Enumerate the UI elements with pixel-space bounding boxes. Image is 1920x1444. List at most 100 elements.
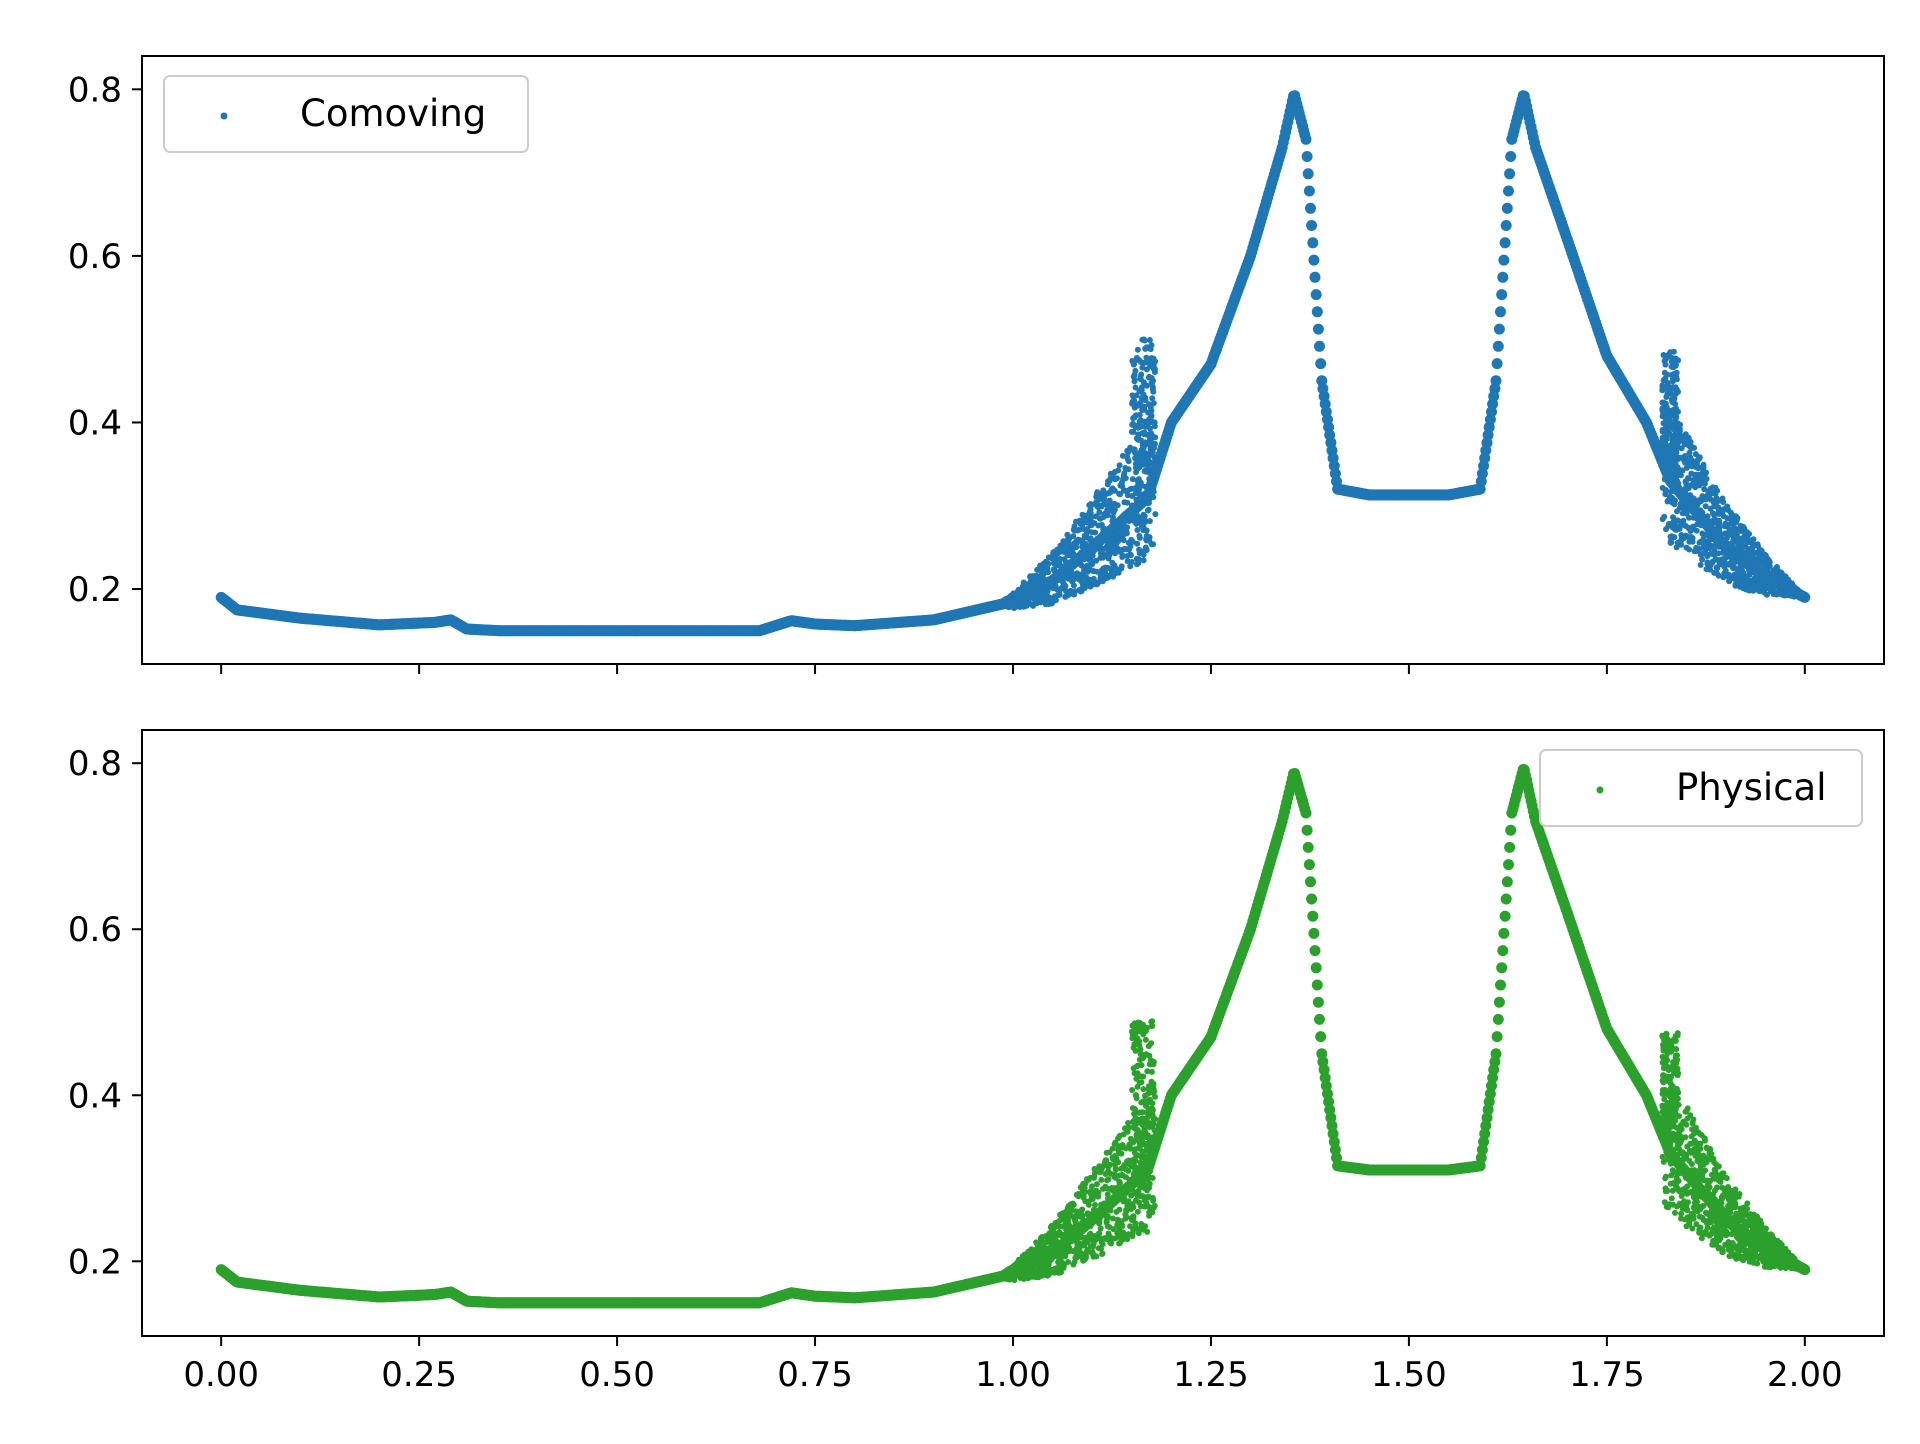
data-point	[1491, 1048, 1502, 1059]
data-point	[1743, 574, 1749, 580]
data-point	[1145, 508, 1151, 514]
data-point	[1135, 459, 1141, 465]
data-point	[1679, 498, 1685, 504]
data-point	[1139, 365, 1145, 371]
data-point	[1078, 550, 1084, 556]
data-point	[1683, 479, 1689, 485]
data-point	[1503, 186, 1514, 197]
data-point	[1063, 588, 1069, 594]
data-point	[1078, 589, 1084, 595]
data-point	[1130, 415, 1136, 421]
data-point	[1765, 584, 1771, 590]
data-point	[1147, 417, 1153, 423]
data-point	[1082, 542, 1088, 548]
data-point	[1130, 476, 1136, 482]
data-point	[1717, 561, 1723, 567]
data-point	[1716, 521, 1722, 527]
data-point	[1746, 531, 1752, 537]
data-point	[1504, 168, 1515, 179]
data-point	[1086, 563, 1092, 569]
data-point	[1498, 255, 1509, 266]
data-point	[1800, 593, 1806, 599]
data-point	[1152, 511, 1158, 517]
data-point	[1137, 450, 1143, 456]
data-point	[1137, 535, 1143, 541]
data-point	[1660, 405, 1666, 411]
data-point	[1314, 1014, 1325, 1025]
data-point	[1143, 397, 1149, 403]
data-point	[1107, 498, 1113, 504]
data-point	[1675, 464, 1681, 470]
data-point	[1110, 571, 1116, 577]
data-point	[1660, 435, 1666, 441]
data-point	[1145, 500, 1151, 506]
data-point	[1305, 203, 1316, 214]
data-point	[1083, 531, 1089, 537]
data-point	[1112, 469, 1118, 475]
data-point	[1042, 567, 1048, 573]
data-point	[1746, 588, 1752, 594]
data-point	[1495, 306, 1506, 317]
data-point	[1127, 509, 1133, 515]
data-point	[1051, 560, 1057, 566]
data-point	[1071, 551, 1077, 557]
data-point	[1148, 481, 1154, 487]
data-point	[1663, 417, 1669, 423]
data-point	[1101, 500, 1107, 506]
data-point	[1704, 566, 1710, 572]
data-point	[1306, 220, 1317, 231]
data-point	[1147, 518, 1153, 524]
data-point	[1502, 876, 1513, 887]
data-point	[1088, 501, 1094, 507]
data-point	[1791, 585, 1797, 591]
data-point	[1704, 561, 1710, 567]
data-point	[1730, 534, 1736, 540]
data-point	[1504, 842, 1515, 853]
data-point	[1671, 447, 1677, 453]
data-point	[1078, 562, 1084, 568]
data-point	[1761, 570, 1767, 576]
data-point	[1667, 494, 1673, 500]
data-point	[1707, 545, 1713, 551]
legend-label: Comoving	[300, 92, 486, 135]
data-point	[1674, 508, 1680, 514]
data-point	[1668, 534, 1674, 540]
data-point	[1101, 531, 1107, 537]
data-point	[1662, 449, 1668, 455]
data-point	[1686, 547, 1692, 553]
data-point	[1091, 568, 1097, 574]
data-point	[1495, 980, 1506, 991]
data-point	[1678, 532, 1684, 538]
data-point	[1126, 546, 1132, 552]
data-point	[1141, 461, 1147, 467]
data-point	[1728, 521, 1734, 527]
data-point	[1741, 552, 1747, 558]
data-point	[1710, 525, 1716, 531]
data-point	[1500, 237, 1511, 248]
data-point	[1702, 481, 1708, 487]
data-point	[1724, 548, 1730, 554]
data-point	[1496, 962, 1507, 973]
data-point	[1072, 528, 1078, 534]
data-point	[1698, 507, 1704, 513]
data-point	[1750, 555, 1756, 561]
data-point	[1088, 506, 1094, 512]
legend-marker	[221, 113, 228, 120]
data-point	[1109, 474, 1115, 480]
data-point	[1720, 574, 1726, 580]
data-point	[1301, 808, 1312, 819]
data-point	[1705, 492, 1711, 498]
data-point	[1136, 556, 1142, 562]
data-point	[1135, 437, 1141, 443]
data-point	[1110, 514, 1116, 520]
data-point	[1132, 377, 1138, 383]
data-point	[1109, 560, 1115, 566]
data-point	[1728, 510, 1734, 516]
data-point	[1025, 584, 1031, 590]
data-point	[1314, 341, 1325, 352]
data-point	[1662, 370, 1668, 376]
data-point	[1731, 551, 1737, 557]
data-point	[1749, 545, 1755, 551]
data-point	[1670, 364, 1676, 370]
data-point	[1680, 510, 1686, 516]
